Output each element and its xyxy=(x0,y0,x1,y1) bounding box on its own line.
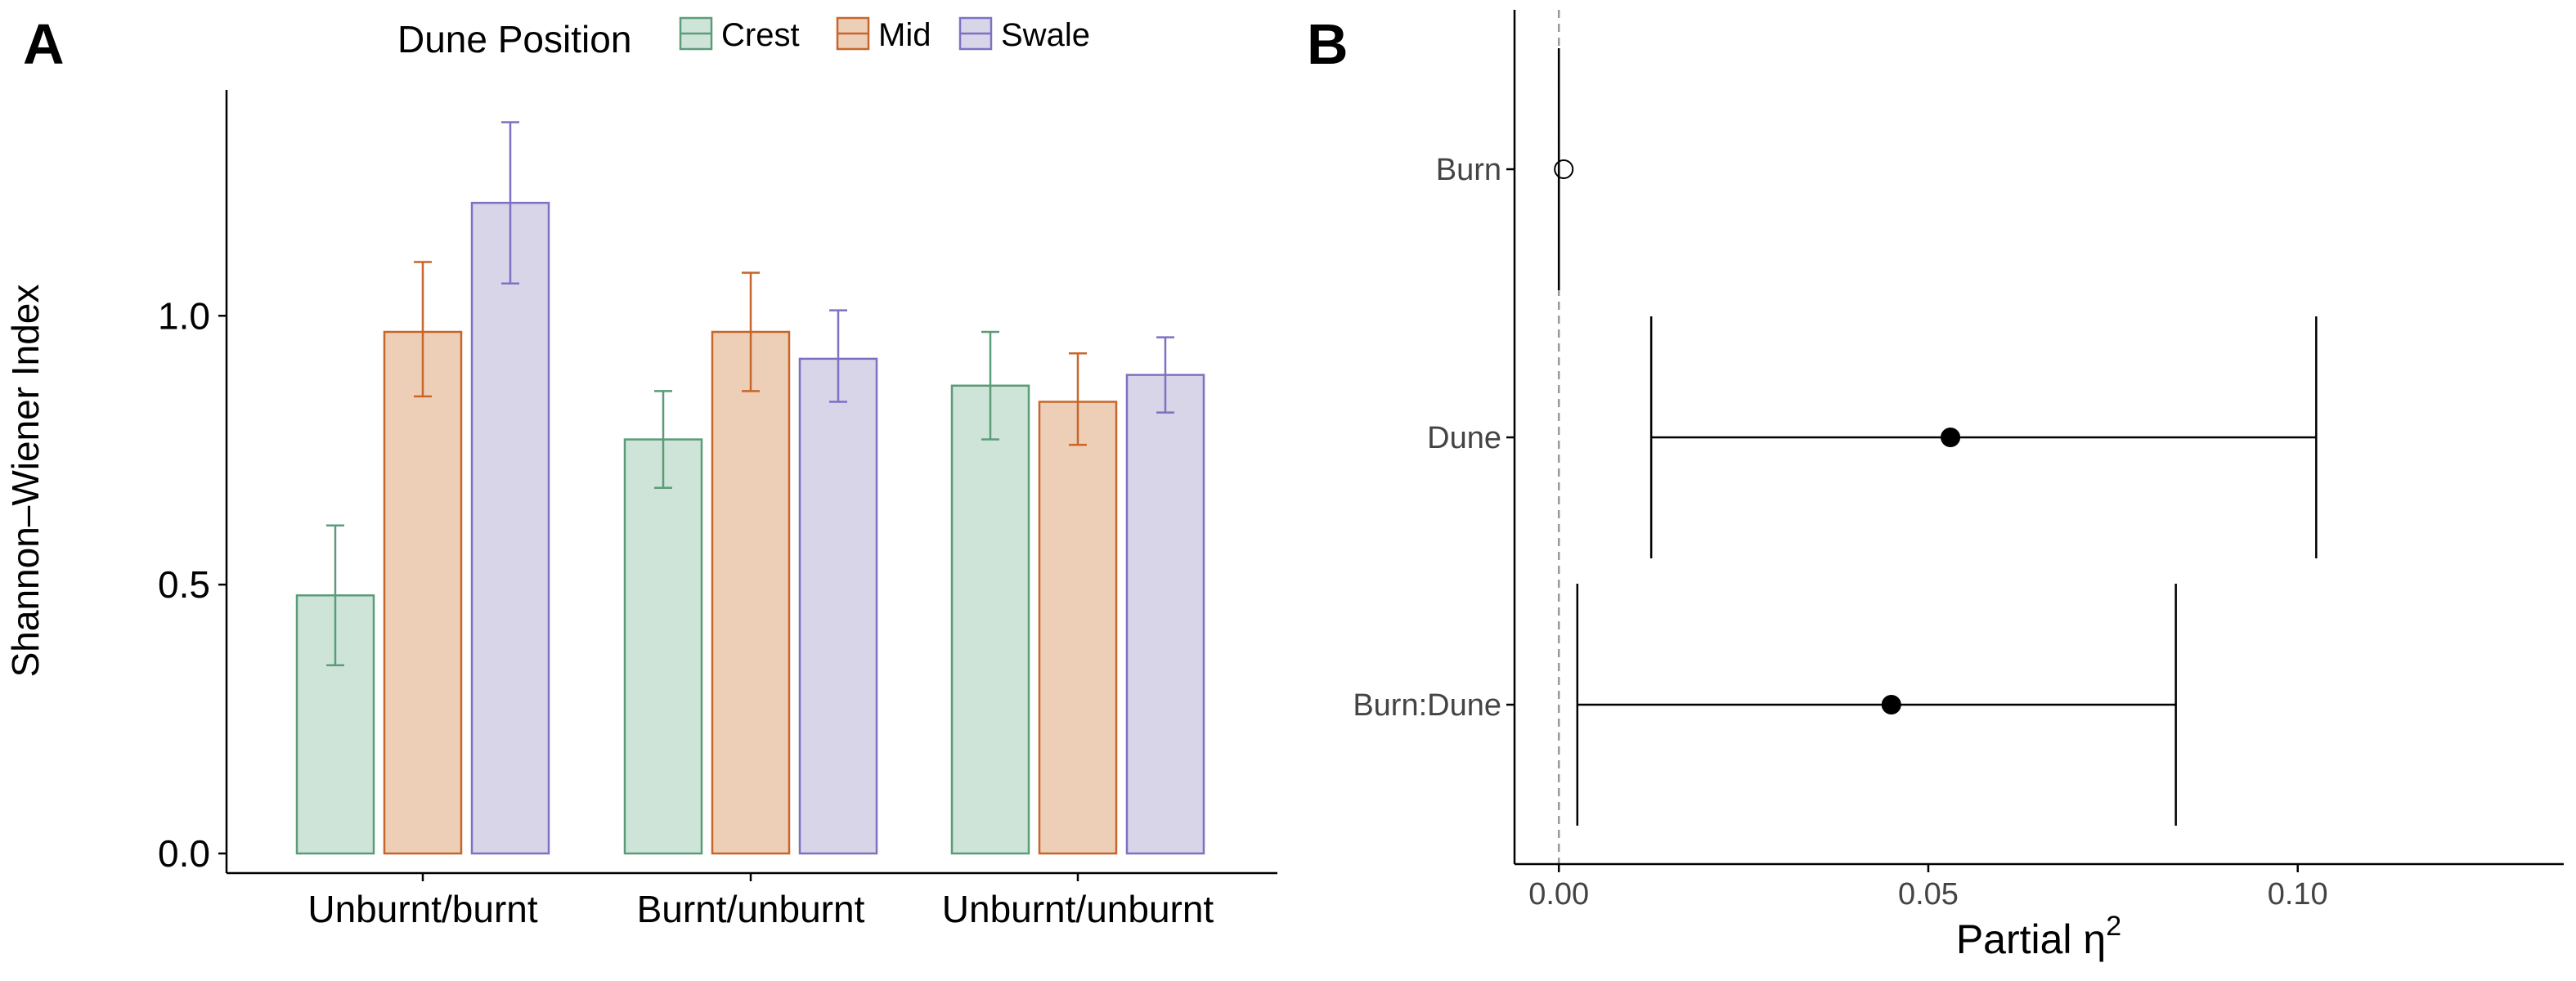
error-bar-unburnt-burnt-swale xyxy=(501,121,519,285)
legend-title: Dune Position xyxy=(397,18,631,60)
y-tick-label: 0.0 xyxy=(158,832,210,875)
bar-unburnt-unburnt-crest xyxy=(950,384,1030,855)
bar-unburnt-unburnt-swale xyxy=(1125,374,1205,855)
error-bar-burnt-unburnt-swale xyxy=(829,309,847,403)
term-dune xyxy=(1649,316,2318,558)
x-tick-label: 0.00 xyxy=(1528,877,1589,912)
legend-key-crest: Crest xyxy=(679,16,800,53)
bar-burnt-unburnt-swale xyxy=(798,357,878,855)
error-bar-unburnt-burnt-crest xyxy=(326,524,344,667)
panel-b-forest-plot: 0.00 0.05 0.10 Burn Dune Burn:Dune Partial η… xyxy=(1353,10,2564,962)
x-tick-label: Unburnt/unburnt xyxy=(942,888,1214,930)
x-axis-ticks: Unburnt/burnt Burnt/unburnt Unburnt/unburn… xyxy=(307,873,1214,930)
legend-label: Swale xyxy=(1001,17,1090,53)
error-bar-unburnt-unburnt-mid xyxy=(1069,352,1087,446)
error-bar-unburnt-burnt-mid xyxy=(414,261,432,398)
legend-key-mid: Mid xyxy=(836,16,931,53)
y-tick-label: Burn xyxy=(1436,153,1501,187)
legend-label: Crest xyxy=(721,17,800,53)
bar-burnt-unburnt-mid xyxy=(711,330,791,855)
error-bar-unburnt-unburnt-crest xyxy=(981,330,999,441)
x-tick-label: Burnt/unburnt xyxy=(637,888,865,930)
y-axis-ticks: Burn Dune Burn:Dune xyxy=(1353,153,1515,723)
legend: Dune Position Crest Mid Swale xyxy=(397,16,1090,60)
x-tick-label: 0.10 xyxy=(2268,877,2328,912)
y-tick-label: 1.0 xyxy=(158,294,210,337)
bars xyxy=(295,201,1205,855)
error-bar-unburnt-unburnt-swale xyxy=(1156,336,1174,414)
y-tick-label: Dune xyxy=(1427,421,1501,455)
panel-a-bar-chart: Dune Position Crest Mid Swale Shannon–Wien… xyxy=(4,16,1277,930)
point-estimate xyxy=(1554,159,1574,179)
error-bar-burnt-unburnt-mid xyxy=(742,271,760,392)
point-estimate xyxy=(1941,428,1961,447)
x-tick-label: 0.05 xyxy=(1898,877,1959,912)
y-axis-label: Shannon–Wiener Index xyxy=(4,284,47,678)
y-tick-label: 0.5 xyxy=(158,563,210,606)
bar-unburnt-unburnt-mid xyxy=(1038,401,1118,855)
error-bars xyxy=(326,121,1174,667)
point-estimate xyxy=(1881,695,1901,714)
x-axis-label-main: Partial η xyxy=(1956,916,2106,962)
x-tick-label: Unburnt/burnt xyxy=(307,888,537,930)
x-axis-label-superscript: 2 xyxy=(2106,911,2121,942)
bar-burnt-unburnt-crest xyxy=(623,438,703,855)
bar-unburnt-burnt-swale xyxy=(470,201,550,855)
terms xyxy=(1554,48,2318,826)
panel-b-tag: B xyxy=(1307,12,1349,76)
error-bar-burnt-unburnt-crest xyxy=(654,390,672,489)
legend-label: Mid xyxy=(878,17,931,53)
y-tick-label: Burn:Dune xyxy=(1353,688,1501,723)
bar-unburnt-burnt-mid xyxy=(383,330,463,855)
y-axis-ticks: 0.0 0.5 1.0 xyxy=(158,294,227,875)
bar-unburnt-burnt-crest xyxy=(295,594,375,855)
x-axis-label: Partial η2 xyxy=(1956,911,2121,962)
panel-a-tag: A xyxy=(23,12,65,76)
term-burn-dune xyxy=(1576,584,2177,826)
legend-key-swale: Swale xyxy=(958,16,1090,53)
x-axis-ticks: 0.00 0.05 0.10 xyxy=(1528,864,2328,912)
term-burn xyxy=(1554,48,1574,290)
